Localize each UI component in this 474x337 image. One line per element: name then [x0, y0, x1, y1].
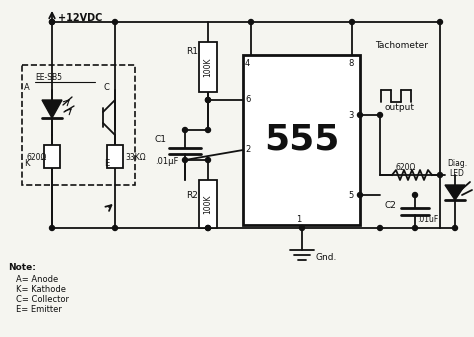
Bar — [199, 42, 217, 92]
Text: Tachometer: Tachometer — [375, 40, 428, 50]
Circle shape — [182, 157, 188, 162]
Circle shape — [377, 225, 383, 231]
Text: K: K — [24, 158, 29, 167]
Text: 1: 1 — [297, 214, 302, 223]
Circle shape — [206, 97, 210, 102]
Circle shape — [349, 20, 355, 25]
Text: Diag.: Diag. — [447, 158, 467, 167]
Bar — [107, 145, 123, 168]
Circle shape — [49, 225, 55, 231]
Circle shape — [412, 192, 418, 197]
Bar — [44, 145, 60, 168]
Bar — [199, 180, 217, 228]
Text: 6: 6 — [245, 95, 250, 104]
Circle shape — [377, 113, 383, 118]
Text: EE-SB5: EE-SB5 — [35, 73, 62, 83]
Circle shape — [182, 127, 188, 132]
Text: 100K: 100K — [203, 194, 212, 214]
Polygon shape — [42, 100, 62, 118]
Polygon shape — [445, 185, 465, 200]
Text: K= Kathode: K= Kathode — [16, 285, 66, 295]
Text: 620Ω: 620Ω — [396, 163, 416, 173]
Text: R2: R2 — [186, 190, 198, 200]
Text: C= Collector: C= Collector — [16, 296, 69, 305]
Text: 555: 555 — [264, 123, 339, 157]
Text: Gnd.: Gnd. — [316, 252, 337, 262]
Text: 8: 8 — [348, 59, 354, 67]
Circle shape — [357, 192, 363, 197]
Text: C1: C1 — [155, 135, 167, 145]
Text: output: output — [385, 103, 415, 113]
Text: E= Emitter: E= Emitter — [16, 306, 62, 314]
Text: 2: 2 — [245, 146, 250, 154]
Text: Note:: Note: — [8, 264, 36, 273]
Text: 33KΩ: 33KΩ — [125, 153, 146, 161]
Circle shape — [300, 225, 304, 231]
Circle shape — [438, 20, 443, 25]
Text: E: E — [104, 158, 109, 167]
Circle shape — [438, 173, 443, 178]
Text: 3: 3 — [348, 111, 354, 120]
Text: A: A — [24, 84, 30, 92]
Text: R1: R1 — [186, 48, 198, 57]
Circle shape — [112, 20, 118, 25]
Circle shape — [206, 127, 210, 132]
Text: .01μF: .01μF — [155, 157, 178, 166]
Circle shape — [453, 225, 457, 231]
Circle shape — [49, 20, 55, 25]
Text: 620Ω: 620Ω — [27, 153, 47, 161]
Circle shape — [206, 97, 210, 102]
Text: LED: LED — [449, 170, 464, 179]
Text: .01uF: .01uF — [417, 215, 438, 224]
Text: C: C — [104, 84, 110, 92]
Bar — [22, 65, 135, 185]
Text: +12VDC: +12VDC — [58, 13, 102, 23]
Text: A= Anode: A= Anode — [16, 276, 58, 284]
Circle shape — [206, 157, 210, 162]
Text: C2: C2 — [385, 201, 397, 210]
Text: 4: 4 — [245, 59, 250, 67]
Bar — [243, 55, 360, 225]
Circle shape — [112, 225, 118, 231]
Text: 100K: 100K — [203, 57, 212, 77]
Circle shape — [248, 20, 254, 25]
Circle shape — [206, 225, 210, 231]
Circle shape — [357, 113, 363, 118]
Text: 5: 5 — [348, 190, 353, 200]
Circle shape — [412, 225, 418, 231]
Circle shape — [206, 225, 210, 231]
Circle shape — [49, 20, 55, 25]
